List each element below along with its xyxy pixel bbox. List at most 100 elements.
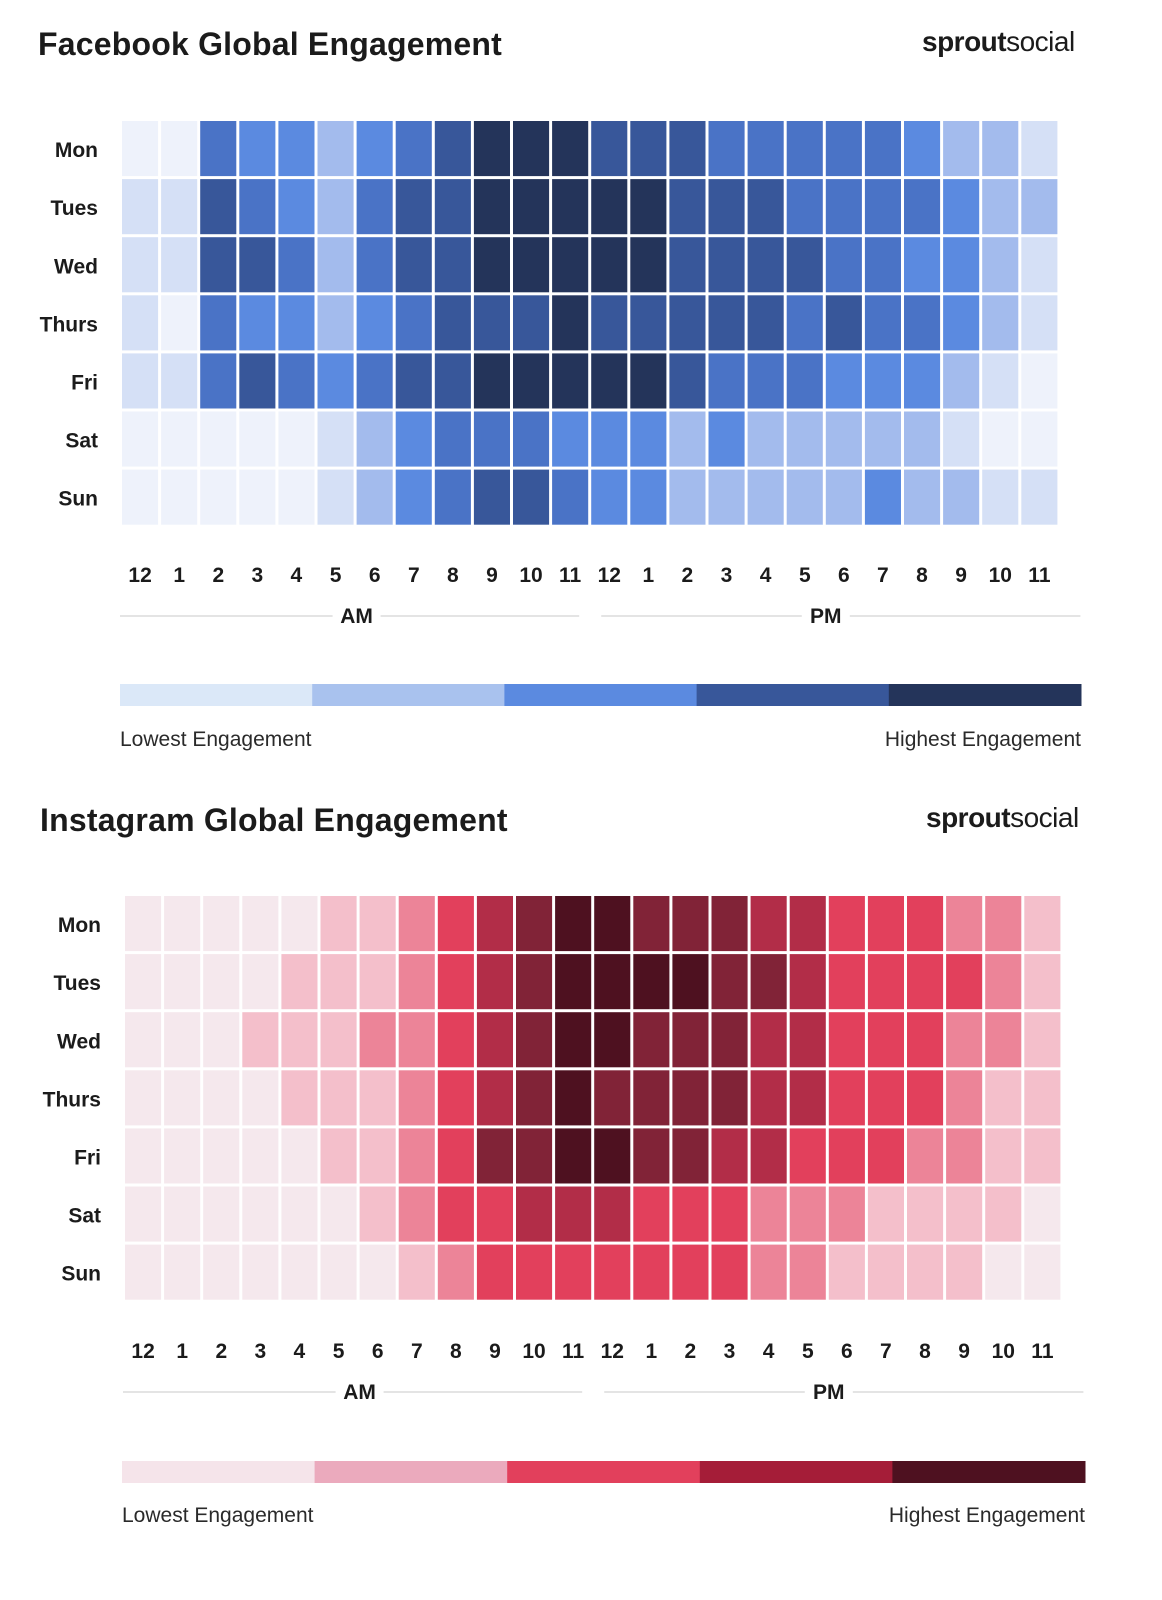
heatmap-cell [516,1186,553,1242]
heatmap-cell [907,1244,944,1300]
heatmap-cell [750,1244,787,1300]
heatmap-cell [828,1070,865,1126]
heatmap-cell [278,295,315,351]
heatmap-cell [669,295,706,351]
heatmap-cell [943,295,980,351]
heatmap-cell [786,353,823,409]
heatmap-cell [437,1070,474,1126]
heatmap-cell [356,237,393,293]
heatmap-cell [907,1128,944,1184]
heatmap-cell [1024,954,1061,1010]
heatmap-cell [317,353,354,409]
heatmap-cell [786,121,823,177]
heatmap-cell [239,411,276,467]
heatmap-cell [320,896,357,952]
heatmap-cell [203,1070,240,1126]
heatmap-cell [594,1244,631,1300]
heatmap-cell [591,411,628,467]
day-label: Tues [54,972,101,995]
heatmap-cell [476,954,513,1010]
heatmap-cell [985,954,1022,1010]
heatmap-cell [398,954,435,1010]
heatmap-cell [200,237,237,293]
heatmap-cell [552,469,589,525]
hour-tick-label: 8 [447,564,459,587]
heatmap-cell [1024,1128,1061,1184]
heatmap-cell [552,121,589,177]
legend-high-label: Highest Engagement [884,728,1081,751]
heatmap-cell [864,237,901,293]
heatmap-cell [320,954,357,1010]
heatmap-cell [711,896,748,952]
hour-tick-label: 2 [685,1340,697,1363]
heatmap-cell [278,237,315,293]
heatmap-cell [633,1070,670,1126]
heatmap-cell [982,295,1019,351]
heatmap-cell [630,469,667,525]
heatmap-cell [395,295,432,351]
heatmap-cell [943,121,980,177]
heatmap-cell [242,1244,279,1300]
hour-tick-label: 3 [724,1340,736,1363]
hour-tick-label: 7 [880,1340,892,1363]
heatmap-cell [125,1012,162,1068]
hour-tick-label: 2 [212,564,224,587]
heatmap-cell [317,237,354,293]
day-label: Fri [74,1146,101,1169]
heatmap-cell [825,411,862,467]
hour-tick-label: 1 [642,564,654,587]
heatmap-cell [867,954,904,1010]
heatmap-cell [867,1070,904,1126]
heatmap-cell [398,1128,435,1184]
heatmap-cell [825,295,862,351]
hour-tick-label: 11 [559,564,582,587]
legend-color-segment [696,684,890,706]
hour-tick-label: 4 [291,564,303,587]
heatmap-cell [672,954,709,1010]
legend-color-segment [120,684,313,706]
heatmap-cell [789,1128,826,1184]
heatmap-cell [200,469,237,525]
brand-logo-secondary: social [1010,802,1079,833]
heatmap-cell [633,896,670,952]
heatmap-cell [473,469,510,525]
heatmap-cell [747,295,784,351]
day-label: Sun [61,1263,101,1286]
heatmap-cell [946,896,983,952]
heatmap-cell [711,954,748,1010]
heatmap-cell [200,295,237,351]
heatmap-cell [1024,896,1061,952]
heatmap-cell [789,954,826,1010]
heatmap-cell [552,237,589,293]
heatmap-cell [164,1070,201,1126]
heatmap-cell [594,954,631,1010]
heatmap-cell [750,896,787,952]
heatmap-cell [359,896,396,952]
heatmap-cell [1021,179,1058,235]
day-label: Fri [71,371,98,394]
heatmap-cell [750,1128,787,1184]
heatmap-cell [356,295,393,351]
heatmap-cell [907,1186,944,1242]
heatmap-cell [437,954,474,1010]
heatmap-cell [281,1012,318,1068]
day-label: Sat [68,1205,101,1228]
hour-tick-label: 10 [519,564,542,587]
heatmap-cell [125,1070,162,1126]
brand-logo-secondary: social [1006,26,1075,57]
heatmap-cell [750,1070,787,1126]
heatmap-cell [398,896,435,952]
heatmap-cell [164,1244,201,1300]
hour-tick-label: 6 [372,1340,384,1363]
heatmap-cell [555,1186,592,1242]
heatmap-cell [476,896,513,952]
heatmap-cell [591,237,628,293]
heatmap-cell [789,1244,826,1300]
heatmap-cell [669,179,706,235]
heatmap-cell [789,1186,826,1242]
heatmap-cell [985,1244,1022,1300]
legend-color-segment [312,684,505,706]
heatmap-cell [395,411,432,467]
heatmap-cell [1024,1012,1061,1068]
